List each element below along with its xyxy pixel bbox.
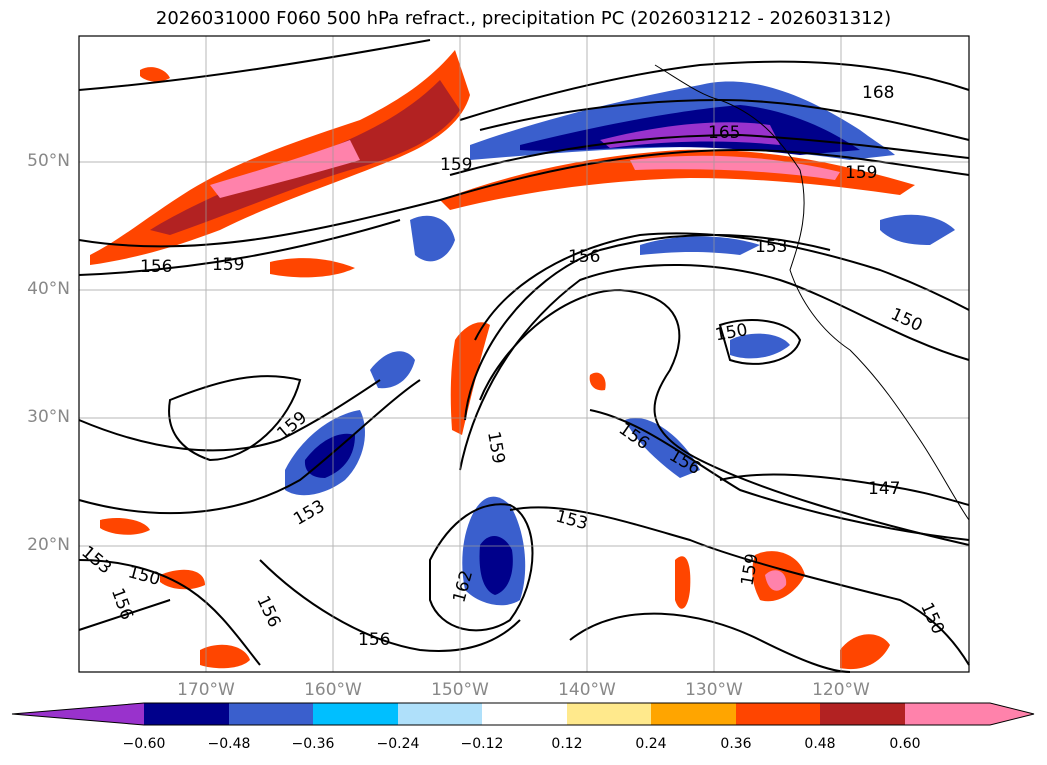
precip-patch-c4 (589, 372, 606, 391)
colorbar-bin (736, 703, 820, 725)
map-title: 2026031000 F060 500 hPa refract., precip… (155, 8, 892, 29)
contour-line (459, 60, 970, 121)
precip-shading (90, 50, 955, 670)
precip-core-nw (150, 80, 460, 235)
contour-line (569, 612, 851, 673)
colorbar-tick: 0.24 (635, 736, 667, 752)
colorbar-bin (820, 703, 905, 725)
colorbar-bin (398, 703, 482, 725)
contour-label: 153 (755, 237, 787, 257)
contour-label: 156 (568, 247, 600, 267)
precip-patch-w1 (370, 351, 415, 389)
precip-s-red1 (675, 556, 691, 609)
contour-label: 159 (212, 255, 244, 275)
precip-se-pink (765, 570, 787, 591)
refractivity-contours (78, 39, 970, 673)
contour-line (78, 379, 421, 515)
colorbar-extend-min (12, 703, 144, 725)
precip-pink-nw (210, 140, 360, 198)
precip-w-red (100, 518, 150, 535)
colorbar-tick: −0.48 (207, 736, 251, 752)
lon-label: 120°W (812, 680, 870, 700)
contour-line (464, 234, 831, 421)
graticule (79, 36, 969, 672)
contour-line (78, 559, 261, 666)
lat-label: 40°N (27, 279, 70, 299)
colorbar-tick: −0.24 (376, 736, 420, 752)
contour-line (719, 473, 970, 506)
precip-patch-c3 (730, 333, 790, 359)
contour-label: 159 (845, 163, 877, 183)
precip-patch-w3 (270, 258, 355, 278)
precip-patch-nw2 (140, 67, 170, 82)
coastline (654, 64, 970, 521)
lon-label: 170°W (177, 680, 235, 700)
colorbar-tick: 0.12 (551, 736, 583, 752)
colorbar-tick: −0.60 (122, 736, 166, 752)
lon-label: 140°W (558, 680, 616, 700)
contour-line (78, 148, 970, 248)
contour-line (589, 409, 970, 541)
contour-label: 156 (140, 257, 172, 277)
colorbar-tick: −0.12 (460, 736, 504, 752)
contour-label: 147 (868, 479, 900, 499)
colorbar-tick: 0.48 (804, 736, 836, 752)
contour-line (168, 375, 302, 462)
precip-sw-red2 (160, 569, 205, 590)
precip-patch-c2 (625, 418, 700, 478)
colorbar-bin (567, 703, 651, 725)
contour-line (509, 506, 970, 666)
colorbar (11, 702, 1035, 726)
contour-line (459, 263, 970, 471)
contour-line (718, 319, 802, 365)
contour-line (78, 39, 431, 91)
colorbar-bin (651, 703, 736, 725)
contour-label: 159 (440, 155, 472, 175)
contour-line (78, 219, 401, 276)
colorbar-extend-max (905, 703, 1034, 725)
colorbar-tick: −0.36 (291, 736, 335, 752)
colorbar-bin (144, 703, 229, 725)
contour-line (449, 133, 970, 176)
precip-sw-red (200, 644, 250, 669)
lat-label: 20°N (27, 535, 70, 555)
colorbar-bin (229, 703, 313, 725)
precip-central-red (450, 322, 490, 435)
contour-label: 156 (358, 630, 390, 650)
precip-s-red2 (840, 634, 890, 670)
precip-patch-c (640, 236, 760, 255)
lon-label: 130°W (685, 680, 743, 700)
lat-label: 50°N (27, 151, 70, 171)
contour-label: 168 (862, 83, 894, 103)
contour-line (429, 503, 534, 632)
contour-line (78, 599, 171, 631)
colorbar-bin (482, 703, 567, 725)
colorbar-bin (313, 703, 398, 725)
contour-label: 165 (708, 123, 740, 143)
colorbar-tick: 0.60 (889, 736, 921, 752)
lon-label: 150°W (431, 680, 489, 700)
precip-patch-e (880, 214, 955, 245)
contour-line (479, 288, 970, 546)
lat-label: 30°N (27, 407, 70, 427)
precip-patch-w2 (410, 215, 455, 262)
contour-line (259, 559, 521, 652)
contour-line (78, 379, 381, 452)
lon-label: 160°W (304, 680, 362, 700)
precip-band-n-purple (600, 122, 780, 148)
precip-south-navy (479, 535, 513, 595)
plot-frame (78, 35, 970, 673)
colorbar-tick: 0.36 (720, 736, 752, 752)
